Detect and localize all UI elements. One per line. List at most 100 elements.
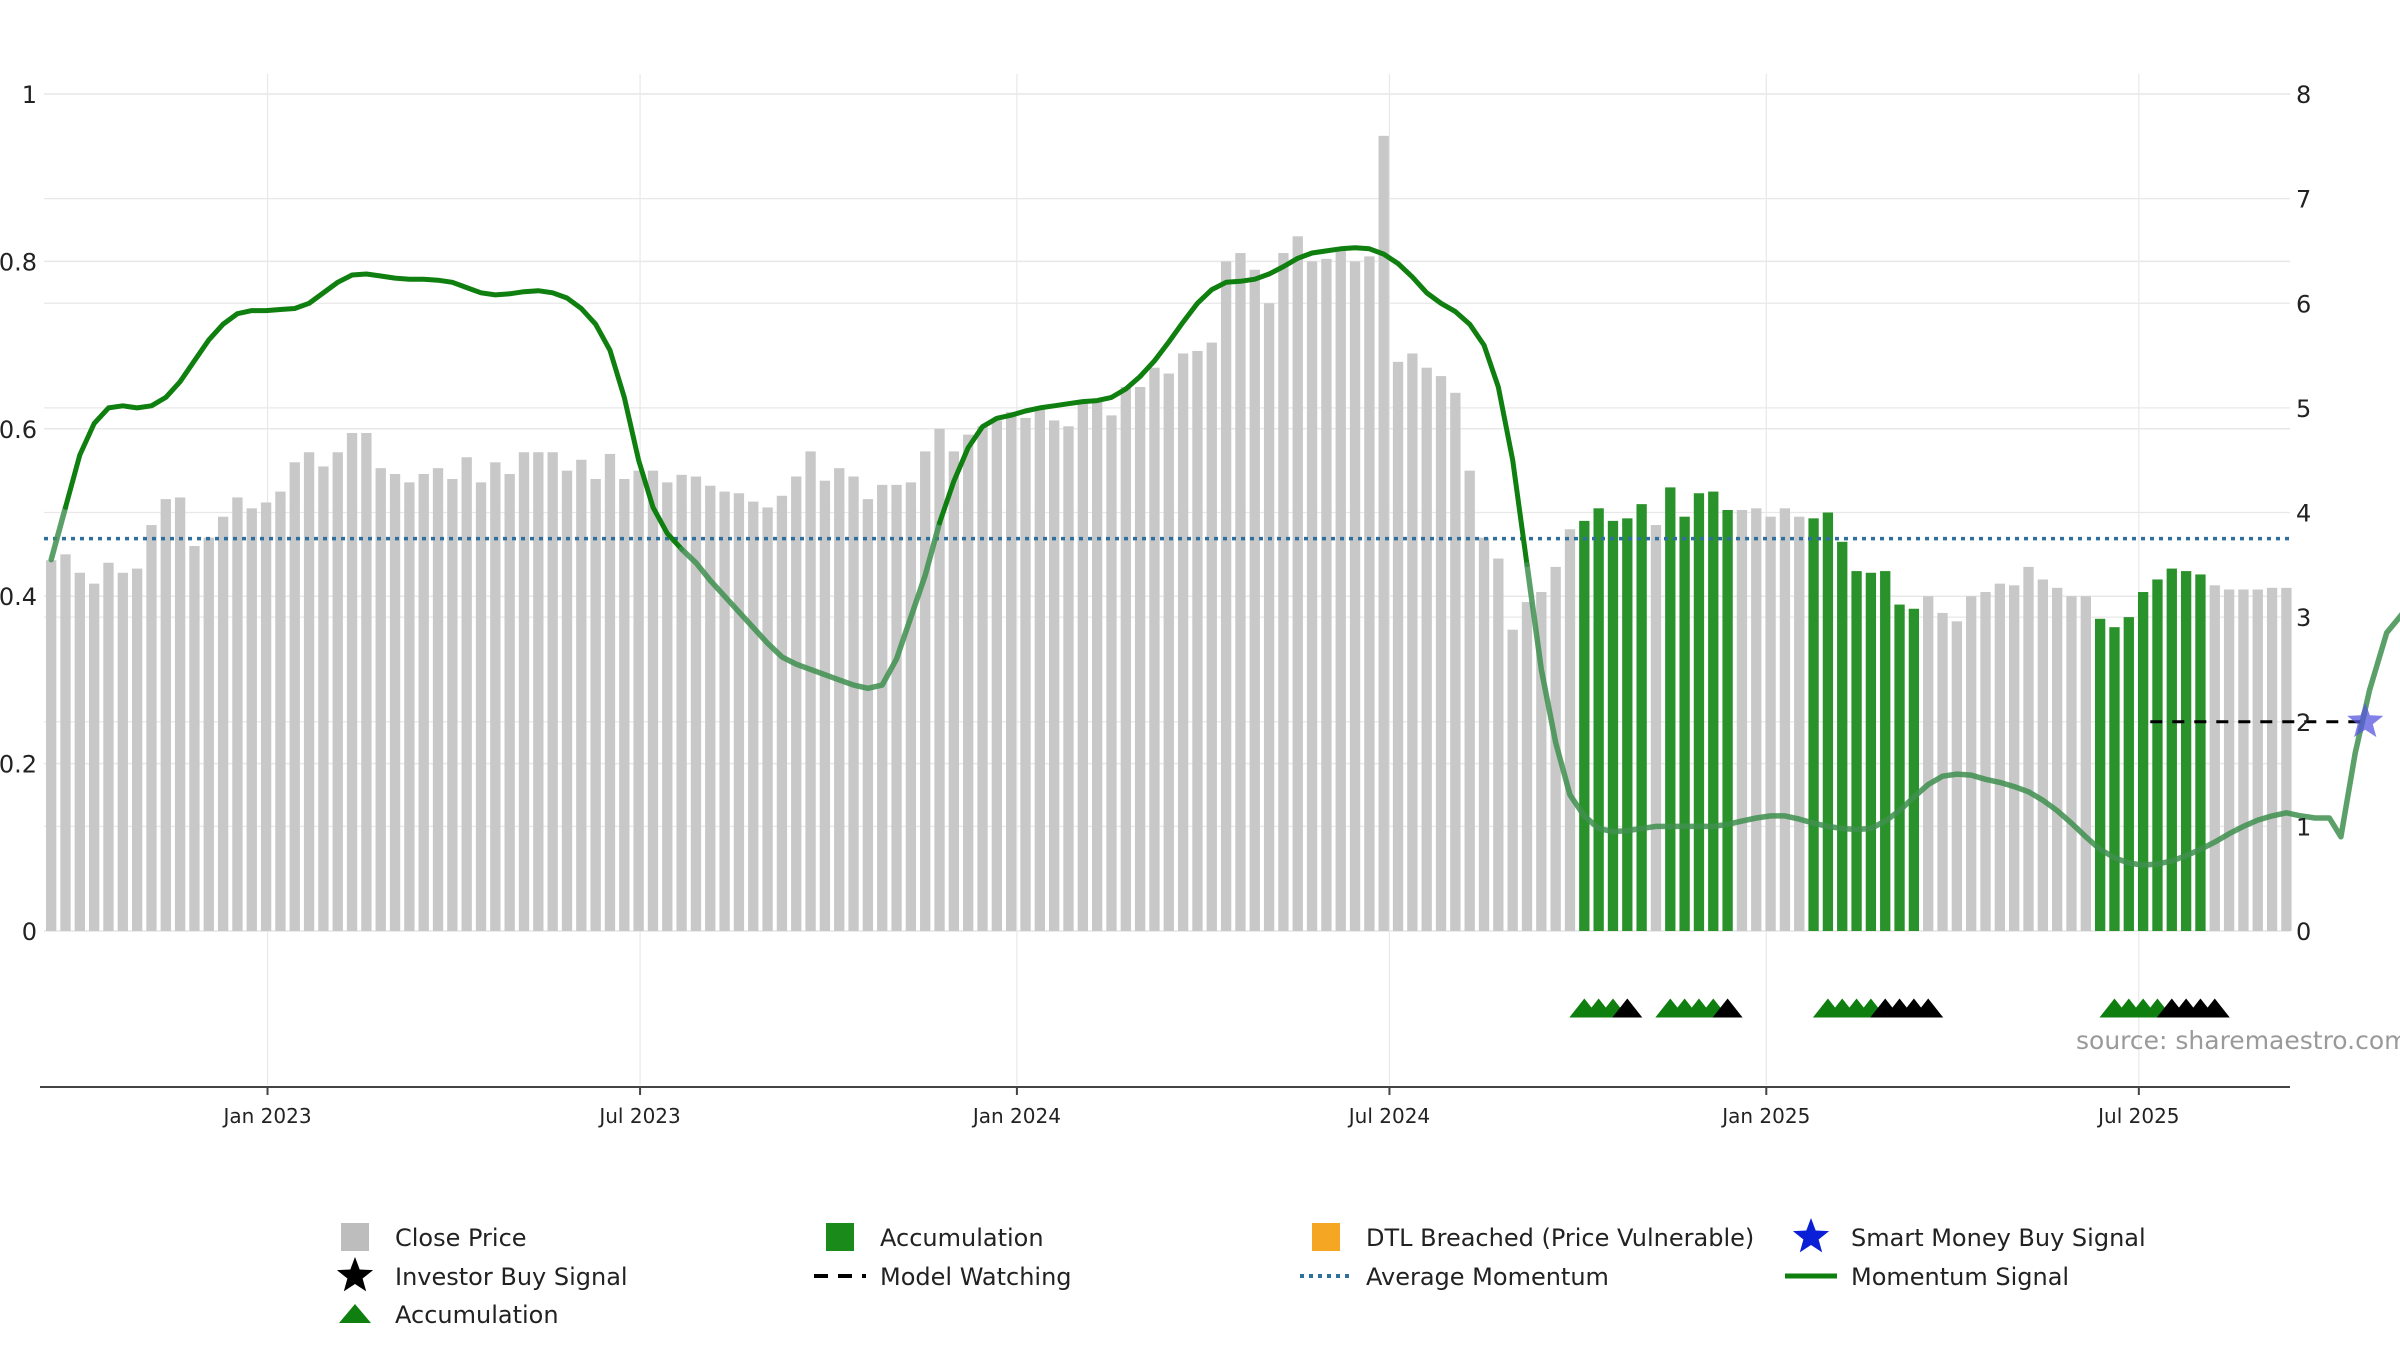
close-price-bar (1794, 516, 1805, 931)
close-price-bar (1564, 529, 1576, 931)
close-price-bar (2080, 596, 2091, 931)
close-price-bar (1464, 470, 1475, 931)
close-price-bar (1063, 426, 1074, 931)
close-price-bar (1263, 303, 1275, 931)
grid-layer (44, 74, 2290, 1085)
close-price-bar (232, 497, 243, 931)
accumulation-bar (2195, 574, 2206, 931)
close-price-bar (604, 453, 616, 931)
close-price-bar (60, 554, 71, 931)
close-price-bar (1650, 525, 1662, 931)
close-price-bar (676, 474, 687, 931)
accumulation-bar (1679, 516, 1690, 931)
close-price-bar (748, 501, 759, 931)
accumulation-bar (1865, 572, 1877, 931)
close-price-bar (1321, 258, 1332, 931)
close-price-bar (1306, 261, 1318, 931)
close-price-bar (1206, 342, 1217, 931)
right-tick-label: 3 (2296, 604, 2311, 632)
close-price-bar (1278, 253, 1289, 931)
close-price-bar (2266, 587, 2278, 931)
close-price-bar (461, 457, 472, 931)
left-tick-label: 0 (22, 918, 37, 946)
accumulation-bar (1579, 520, 1590, 931)
source-label: source: sharemaestro.com (2076, 1026, 2400, 1055)
accumulation-bar (2152, 579, 2163, 931)
legend-dtl-breached-price-vulnerable-square-label: DTL Breached (Price Vulnerable) (1366, 1224, 1754, 1252)
close-price-bar (404, 482, 415, 931)
close-price-bar (533, 452, 544, 931)
momentum-signal-line (937, 245, 1530, 568)
close-price-bar (131, 568, 143, 931)
right-tick-label: 4 (2296, 500, 2311, 528)
close-price-bar (547, 452, 558, 931)
close-price-bar (203, 537, 214, 931)
legend-smart-money-buy-signal-star-label: Smart Money Buy Signal (1851, 1224, 2146, 1252)
accumulation-bar (1593, 508, 1604, 931)
right-tick-label: 7 (2296, 186, 2311, 214)
signal-markers-layer (2150, 702, 2384, 738)
x-tick-label: Jul 2025 (2096, 1104, 2179, 1128)
close-price-bar (662, 482, 673, 931)
close-price-bar (877, 484, 888, 931)
close-price-bar (2209, 585, 2220, 931)
close-price-bar (103, 562, 114, 931)
close-price-bar (2238, 589, 2249, 931)
close-price-bar (490, 462, 501, 931)
close-price-bar (475, 482, 487, 931)
accumulation-bar (1622, 518, 1633, 931)
accumulation-bar (1851, 571, 1862, 931)
accumulation-bar (1607, 520, 1619, 931)
accumulation-bar (1894, 604, 1905, 931)
left-tick-label: 0.6 (0, 416, 37, 444)
close-price-bar (619, 479, 630, 931)
close-price-bar (1077, 403, 1088, 931)
accumulation-bar (1908, 608, 1920, 931)
close-price-bar (1106, 415, 1117, 932)
close-price-bar (346, 432, 358, 931)
close-price-bar (2281, 587, 2292, 931)
legend-close-price-square-label: Close Price (395, 1224, 527, 1252)
close-price-bar (905, 482, 917, 931)
accumulation-bar (1636, 504, 1647, 931)
close-price-bar (88, 583, 100, 931)
close-price-bar (1407, 353, 1418, 932)
close-price-bar (1235, 253, 1246, 931)
close-price-bar (1521, 602, 1533, 931)
close-price-bar (1020, 417, 1031, 931)
x-tick-label: Jan 2025 (1720, 1104, 1810, 1128)
close-price-bar (174, 497, 186, 931)
legend-accumulation-square-swatch (826, 1223, 854, 1251)
legend-average-momentum-dotted-label: Average Momentum (1366, 1263, 1609, 1291)
right-tick-label: 6 (2296, 290, 2311, 318)
close-price-bar (275, 491, 286, 931)
legend-investor-buy-signal-star-label: Investor Buy Signal (395, 1263, 628, 1291)
close-price-bar (1994, 583, 2006, 931)
accumulation-bar (2137, 592, 2149, 931)
close-price-bar (2052, 587, 2063, 931)
momentum-signal-line (48, 504, 69, 563)
close-price-bar (934, 428, 945, 931)
legend-accumulation-square-label: Accumulation (880, 1224, 1044, 1252)
x-tick-label: Jan 2023 (221, 1104, 311, 1128)
close-price-bar (1392, 361, 1404, 932)
close-price-bar (1149, 367, 1160, 932)
accumulation-bar (1837, 541, 1848, 931)
legend-momentum-signal-line-label: Momentum Signal (1851, 1263, 2069, 1291)
close-price-bar (2223, 589, 2235, 931)
close-price-bar (518, 452, 530, 931)
legend-investor-buy-signal-star-swatch (336, 1257, 374, 1292)
close-price-bar (776, 495, 788, 931)
close-price-bar (2023, 566, 2034, 931)
momentum-signal-line (63, 271, 685, 552)
close-price-bar (1493, 558, 1504, 931)
investor-buy-triangle (2199, 998, 2230, 1018)
accumulation-bar (2094, 618, 2106, 931)
close-price-bar (160, 499, 171, 931)
close-price-bar (1091, 401, 1103, 932)
close-price-bar (1335, 248, 1346, 931)
accumulation-bar (2109, 627, 2120, 931)
x-tick-label: Jan 2024 (971, 1104, 1061, 1128)
close-price-bar (418, 473, 429, 931)
left-tick-label: 0.4 (0, 583, 37, 611)
